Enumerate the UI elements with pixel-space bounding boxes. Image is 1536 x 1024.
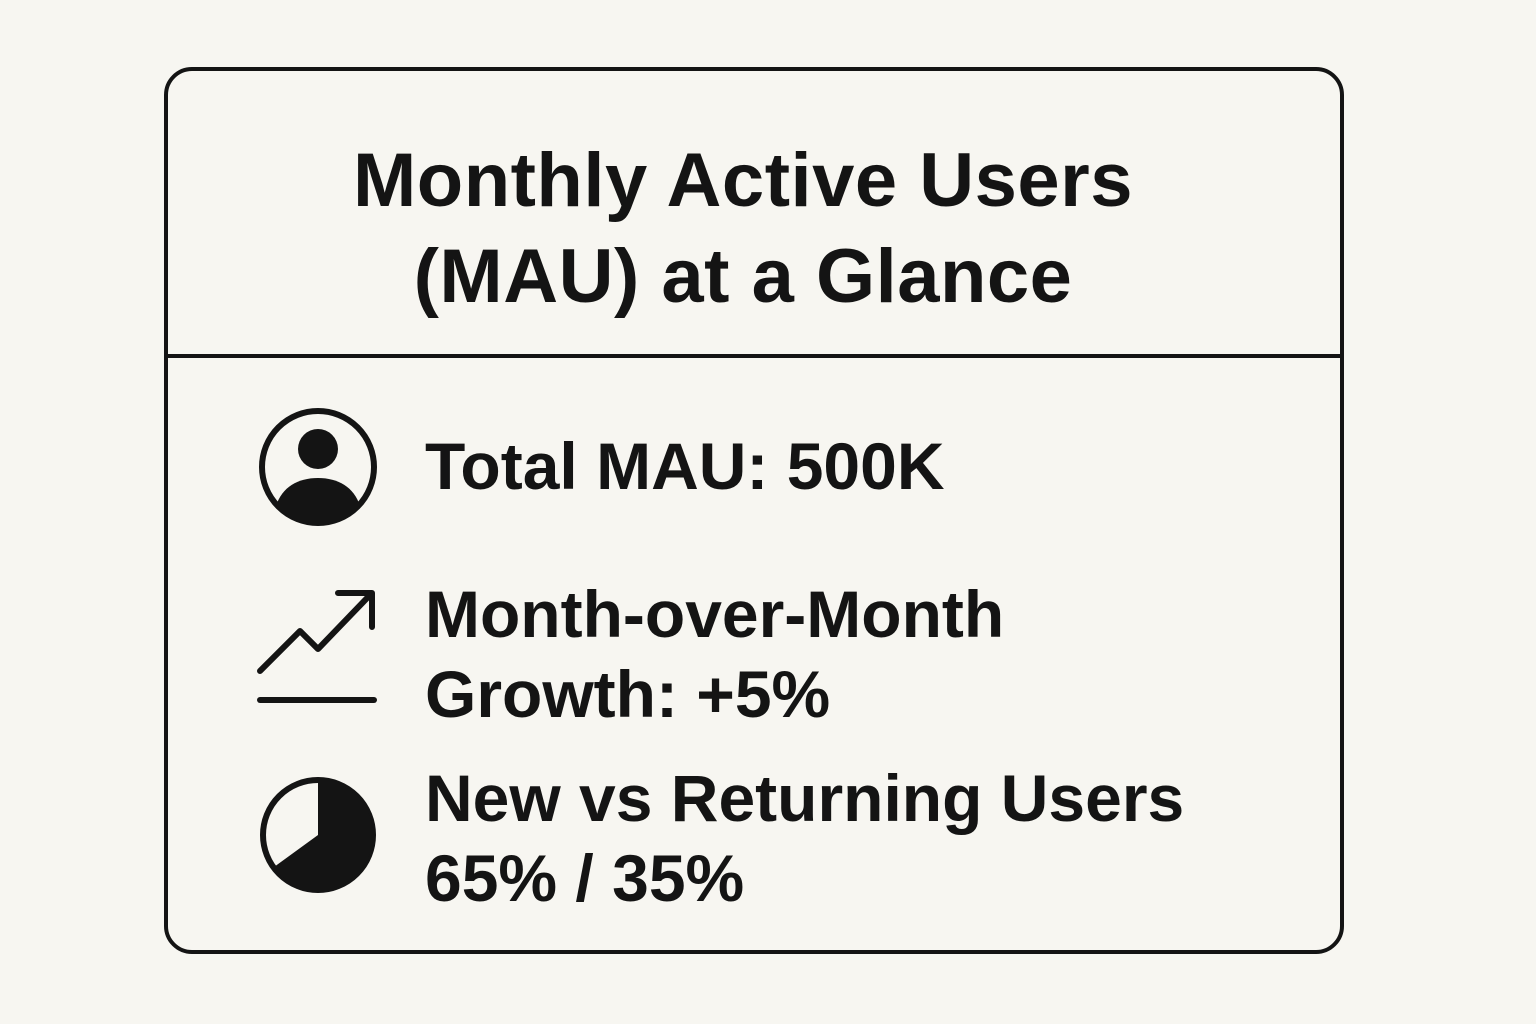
- card-title-line-2: (MAU) at a Glance: [413, 234, 1073, 319]
- card-title: Monthly Active Users (MAU) at a Glance: [168, 133, 1318, 325]
- metric-mom-growth: Month-over-Month Growth: +5%: [425, 574, 1004, 734]
- metric-new-vs-returning: New vs Returning Users 65% / 35%: [425, 758, 1184, 918]
- card-title-line-1: Monthly Active Users: [352, 138, 1134, 223]
- pie-new-slice: [273, 780, 373, 890]
- pie-chart-icon: [260, 777, 376, 893]
- trend-up-icon: [257, 590, 377, 703]
- metric-mom-growth-line-1: Month-over-Month: [425, 577, 1005, 651]
- card-header: Monthly Active Users (MAU) at a Glance: [168, 71, 1340, 358]
- metric-new-vs-returning-line-1: New vs Returning Users: [425, 761, 1185, 835]
- metric-new-vs-returning-line-2: 65% / 35%: [425, 841, 745, 915]
- user-circle-icon: [259, 408, 377, 526]
- metric-total-mau-label: Total MAU: 500K: [425, 429, 945, 503]
- mau-summary-card: Monthly Active Users (MAU) at a Glance T…: [164, 67, 1344, 954]
- metric-mom-growth-line-2: Growth: +5%: [425, 657, 831, 731]
- metric-total-mau: Total MAU: 500K: [425, 426, 945, 506]
